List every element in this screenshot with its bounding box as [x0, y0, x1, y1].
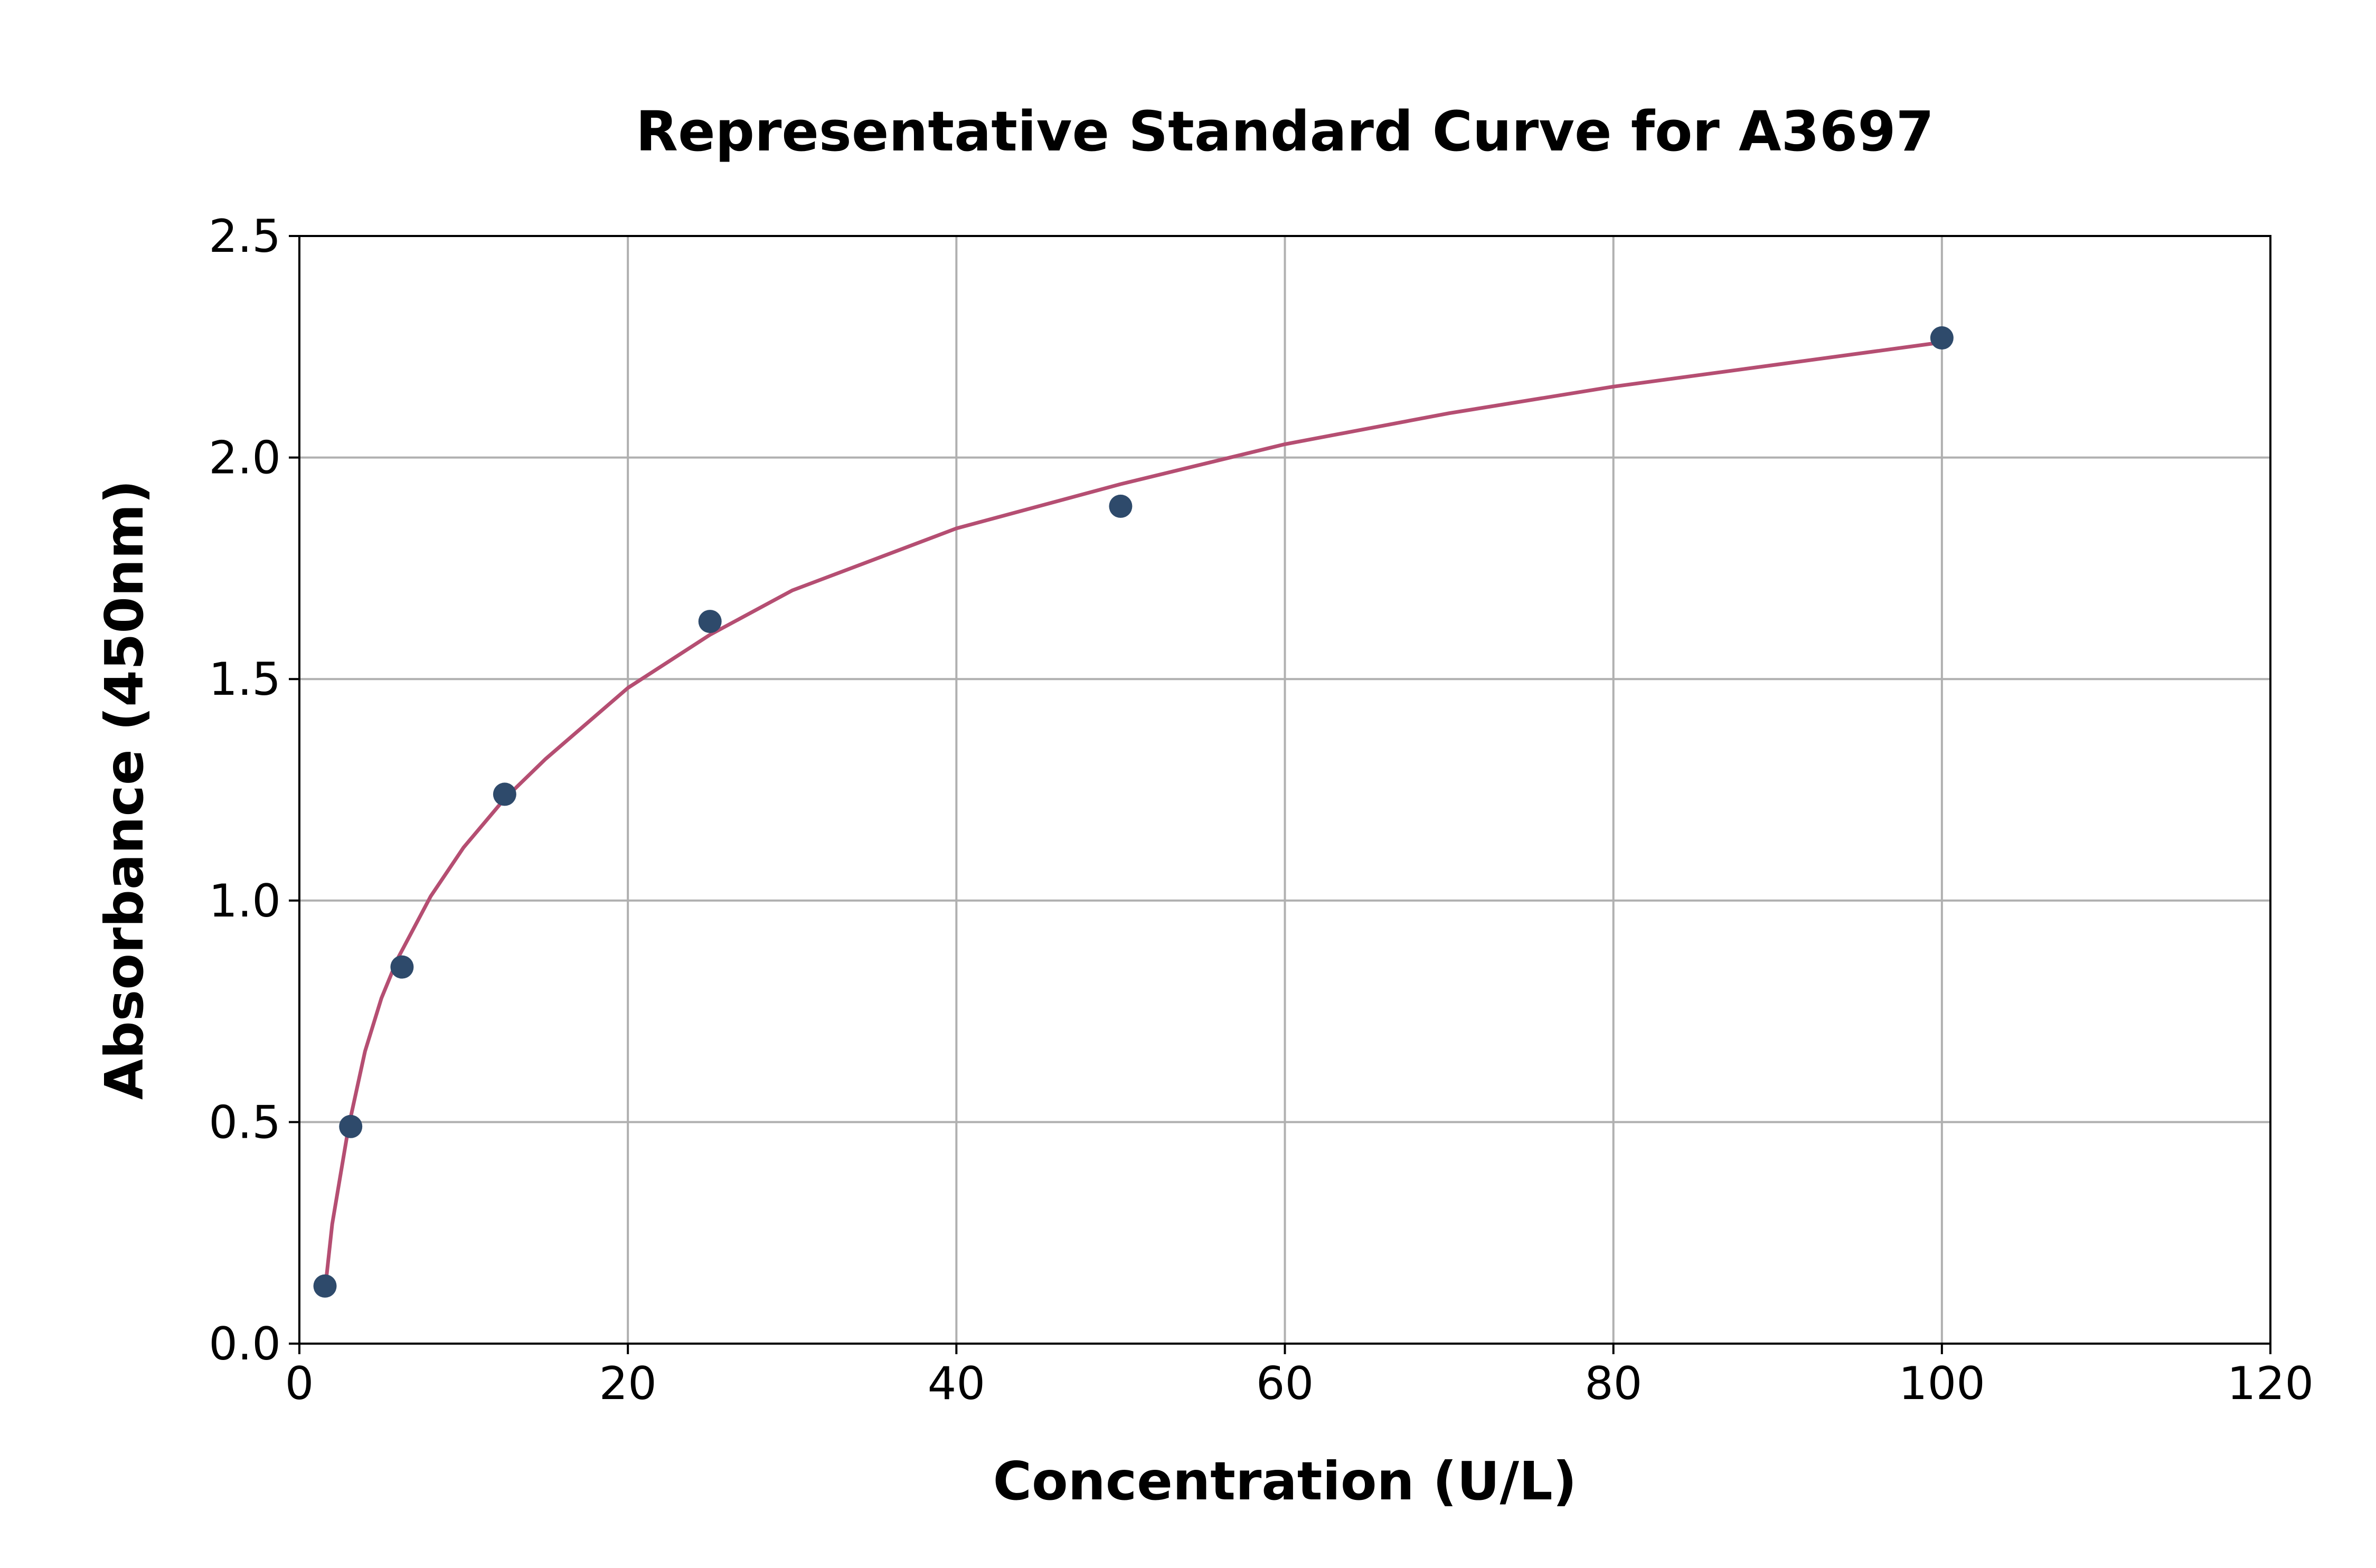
x-tick-label: 60: [1256, 1357, 1314, 1410]
y-tick-label: 2.0: [209, 432, 281, 485]
data-points-layer: [313, 326, 1954, 1298]
y-tick-label: 1.0: [209, 875, 281, 928]
grid-lines: [298, 235, 2271, 1345]
data-point: [339, 1114, 363, 1138]
y-tick-label: 0.0: [209, 1318, 281, 1371]
x-tick-label: 100: [1899, 1357, 1985, 1410]
x-tick-label: 0: [285, 1357, 314, 1410]
data-point: [1109, 494, 1133, 518]
y-tick-label: 0.5: [209, 1096, 281, 1149]
y-tick-label: 1.5: [209, 653, 281, 706]
x-tick-label: 40: [928, 1357, 985, 1410]
data-point: [1930, 326, 1954, 350]
fitted-curve-layer: [323, 340, 1944, 1292]
data-point: [698, 610, 722, 634]
data-point: [390, 955, 414, 979]
x-axis-ticks: 0 20 40 60 80 100 120: [285, 1344, 2314, 1410]
x-axis-label: Concentration (U/L): [993, 1450, 1577, 1512]
fitted-curve-line: [323, 340, 1944, 1292]
data-point: [313, 1274, 337, 1298]
data-point: [493, 782, 516, 806]
x-tick-label: 80: [1585, 1357, 1642, 1410]
x-tick-label: 20: [599, 1357, 656, 1410]
y-axis-ticks: 0.0 0.5 1.0 1.5 2.0 2.5: [209, 210, 299, 1371]
y-axis-label: Absorbance (450nm): [93, 480, 155, 1100]
chart-title: Representative Standard Curve for A3697: [636, 99, 1934, 164]
y-tick-label: 2.5: [209, 210, 281, 263]
x-tick-label: 120: [2227, 1357, 2314, 1410]
